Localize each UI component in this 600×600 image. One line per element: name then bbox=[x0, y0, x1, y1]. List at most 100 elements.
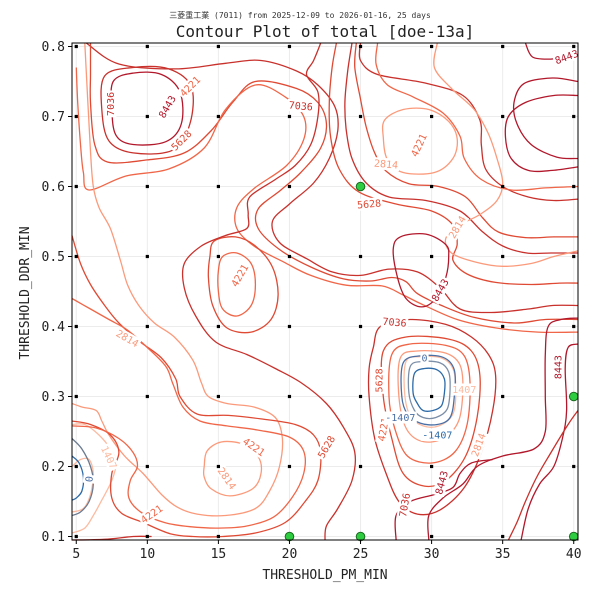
axis-ticks: 5 10 15 20 25 30 35 40 0.1 0.2 0.3 0.4 0.5 0.6 0.7 0.8 bbox=[42, 40, 582, 562]
y-tick-label: 0.2 bbox=[42, 460, 65, 475]
contour-label-group: 2814 bbox=[445, 212, 470, 242]
contour-label-bg bbox=[380, 315, 409, 330]
contour-label-group: 7036 bbox=[104, 90, 117, 118]
contour-label-bg bbox=[82, 474, 96, 484]
highlight-point bbox=[568, 391, 579, 402]
sample-point bbox=[287, 184, 292, 189]
sample-point bbox=[501, 324, 505, 329]
sample-point bbox=[216, 184, 220, 189]
contour-label: 5628 bbox=[357, 198, 382, 211]
y-tick-label: 0.6 bbox=[42, 180, 65, 195]
sample-point bbox=[74, 394, 78, 399]
sample-point bbox=[501, 464, 505, 469]
contour-line-8443 bbox=[512, 77, 579, 160]
contour-label-bg bbox=[104, 90, 117, 118]
y-tick-label: 0.8 bbox=[42, 40, 65, 55]
sample-point bbox=[216, 324, 220, 329]
sample-point bbox=[430, 44, 434, 49]
chart-subtitle: 三菱重工業 (7011) from 2025-12-09 to 2026-01-… bbox=[169, 10, 431, 20]
sample-point bbox=[145, 114, 149, 119]
contour-label-group: 7036 bbox=[396, 490, 413, 520]
contour-label-bg bbox=[112, 326, 143, 351]
sample-point bbox=[145, 324, 149, 329]
contour-label-group: 4221 bbox=[176, 72, 204, 101]
sample-point bbox=[358, 394, 363, 399]
contour-label-group: 7036 bbox=[380, 315, 409, 330]
contour-label: 4221 bbox=[410, 132, 430, 158]
contour-label-group: 5628 bbox=[355, 196, 383, 212]
sample-points bbox=[74, 44, 579, 542]
contour-label-bg bbox=[450, 383, 478, 396]
sample-point bbox=[501, 254, 505, 259]
sample-point bbox=[145, 184, 149, 189]
contour-label-bg bbox=[176, 72, 204, 101]
contour-line-5628 bbox=[380, 335, 481, 488]
contour-label-bg bbox=[445, 212, 470, 242]
sample-point bbox=[74, 44, 78, 49]
x-tick-label: 30 bbox=[424, 547, 440, 562]
x-tick-label: 15 bbox=[211, 547, 227, 562]
contour-label: -1407 bbox=[422, 431, 452, 442]
contour-line-4221 bbox=[75, 67, 579, 334]
sample-point bbox=[572, 114, 576, 119]
contour-line-1407 bbox=[71, 423, 117, 534]
contour-line-1407 bbox=[71, 457, 94, 513]
contour-line-5628 bbox=[207, 236, 279, 334]
x-tick-label: 40 bbox=[566, 547, 582, 562]
contour-label-group: 2814 bbox=[214, 463, 240, 493]
sample-point bbox=[430, 464, 434, 469]
contour-label-bg bbox=[552, 353, 565, 381]
contour-label-group: 0 bbox=[82, 474, 96, 484]
y-tick-label: 0.7 bbox=[42, 110, 65, 125]
sample-point bbox=[572, 324, 576, 329]
contour-label-bg bbox=[396, 490, 413, 520]
contour-label: 1407 bbox=[452, 385, 476, 396]
contour-label-group: 0 bbox=[420, 352, 429, 365]
y-tick-label: 0.5 bbox=[42, 250, 65, 265]
sample-point bbox=[358, 254, 363, 259]
contour-label-group: 2814 bbox=[468, 430, 489, 460]
contour-line-4221 bbox=[375, 42, 579, 191]
sample-point bbox=[74, 464, 78, 469]
sample-point bbox=[216, 44, 220, 49]
contour-label-bg bbox=[137, 501, 167, 527]
sample-point bbox=[501, 114, 505, 119]
contour-line-8443 bbox=[392, 232, 450, 308]
contour-label-group: 8443 bbox=[155, 92, 180, 122]
contour-line-4221 bbox=[71, 297, 306, 529]
contour-line-5628 bbox=[354, 42, 579, 239]
sample-point bbox=[358, 464, 363, 469]
sample-point bbox=[145, 534, 149, 539]
contour-line--1407 bbox=[71, 455, 85, 501]
contour-line-4221 bbox=[217, 251, 257, 317]
x-axis-label: THRESHOLD_PM_MIN bbox=[262, 568, 387, 583]
contour-label-group: 4221 bbox=[227, 260, 252, 291]
sample-point bbox=[358, 114, 363, 119]
y-tick-label: 0.1 bbox=[42, 530, 65, 545]
sample-point bbox=[287, 44, 292, 49]
sample-point bbox=[430, 184, 434, 189]
sample-point bbox=[572, 44, 576, 49]
contour-line-7036 bbox=[100, 65, 194, 155]
contour-line-4221 bbox=[388, 342, 471, 464]
contour-line-5628 bbox=[71, 235, 322, 538]
sample-point bbox=[572, 464, 576, 469]
contour-line-8443 bbox=[504, 94, 579, 173]
sample-point bbox=[216, 394, 220, 399]
contour-label-group: 4221 bbox=[239, 434, 269, 460]
contour-line-0 bbox=[407, 360, 451, 420]
contour-label-group: 4221 bbox=[407, 130, 430, 160]
contour-line-7036 bbox=[358, 42, 579, 202]
contour-label-group: 2814 bbox=[372, 156, 400, 172]
contour-label-bg bbox=[373, 366, 385, 394]
contour-line-7036 bbox=[181, 42, 357, 541]
contour-line-5628 bbox=[89, 42, 579, 324]
sample-point bbox=[572, 254, 576, 259]
contour-label: -1407 bbox=[385, 413, 415, 424]
sample-point bbox=[430, 534, 434, 539]
x-tick-label: 5 bbox=[72, 547, 80, 562]
contour-label-group: 8443 bbox=[552, 353, 565, 381]
contour-line-2814 bbox=[202, 440, 263, 497]
